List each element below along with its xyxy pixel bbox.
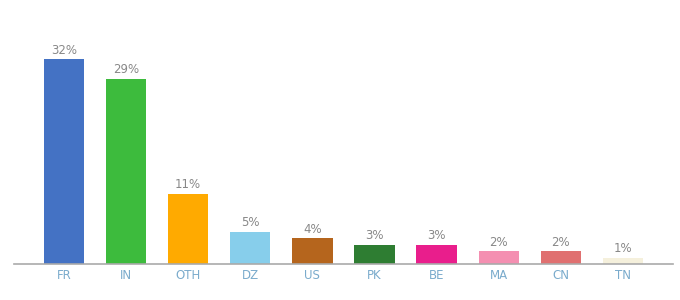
Text: 29%: 29%	[113, 63, 139, 76]
Bar	[416, 245, 457, 264]
Bar	[479, 251, 519, 264]
Text: 3%: 3%	[365, 229, 384, 242]
Text: 4%: 4%	[303, 223, 322, 236]
Text: 1%: 1%	[614, 242, 632, 255]
Text: 11%: 11%	[175, 178, 201, 191]
Bar	[603, 258, 643, 264]
Text: 3%: 3%	[427, 229, 446, 242]
Text: 5%: 5%	[241, 217, 260, 230]
Bar	[354, 245, 394, 264]
Text: 2%: 2%	[490, 236, 508, 249]
Bar	[292, 238, 333, 264]
Bar	[541, 251, 581, 264]
Bar	[44, 59, 84, 264]
Bar	[230, 232, 271, 264]
Text: 2%: 2%	[551, 236, 571, 249]
Bar	[168, 194, 208, 264]
Text: 32%: 32%	[51, 44, 77, 57]
Bar	[105, 79, 146, 264]
